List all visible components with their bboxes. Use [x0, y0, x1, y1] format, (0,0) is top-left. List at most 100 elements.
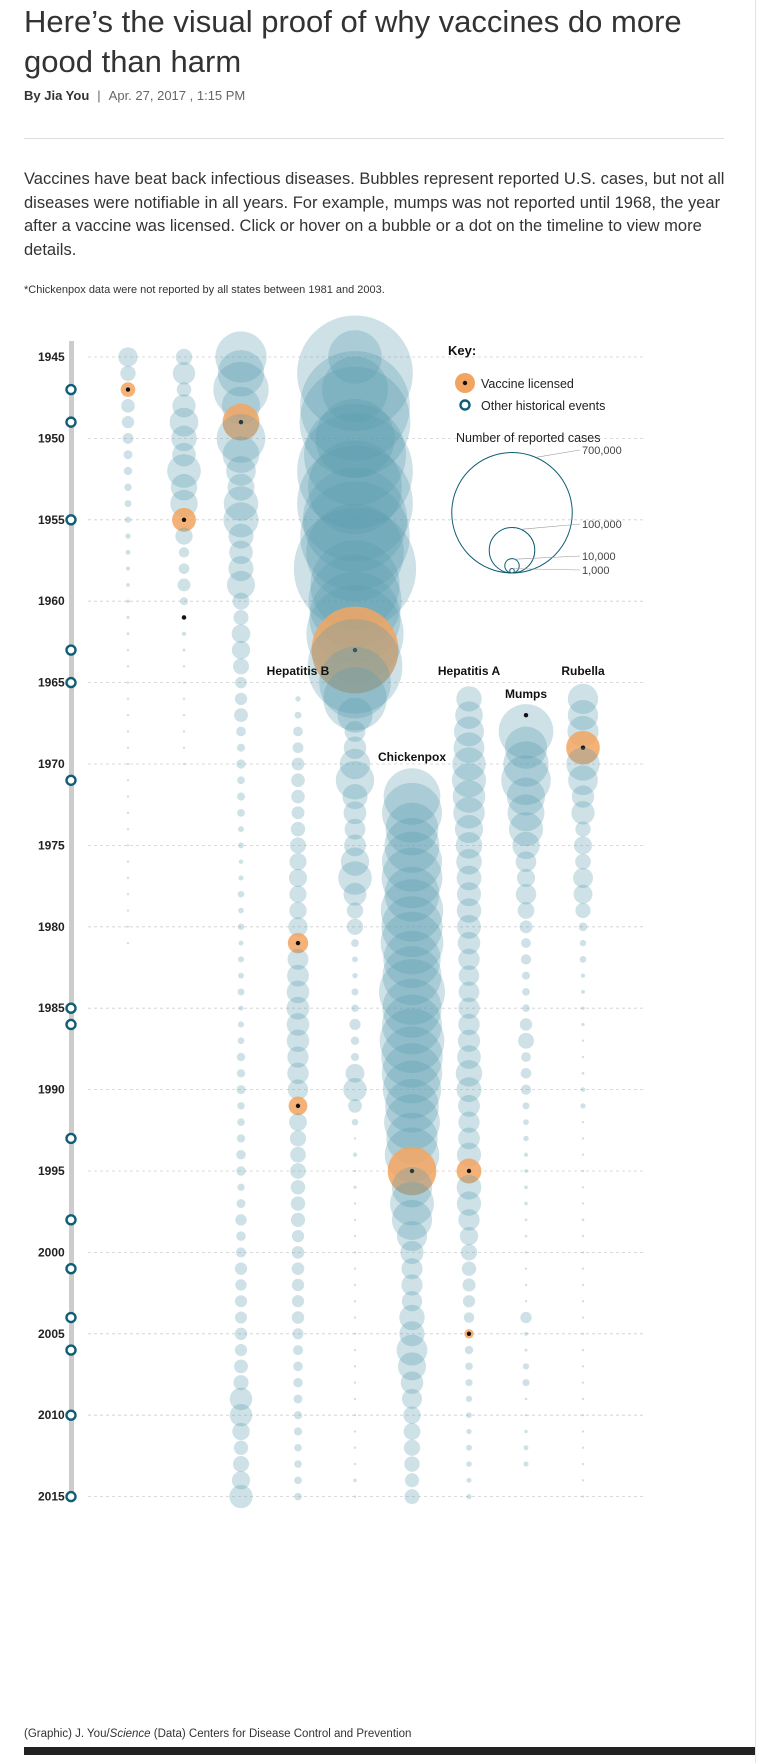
measles-bubble-1983[interactable] [352, 972, 358, 979]
measles-bubble-2010[interactable] [353, 1414, 357, 1417]
rubella-bubble-1988[interactable] [581, 1055, 585, 1059]
pertussis-bubble-1947[interactable] [213, 361, 269, 418]
rubella-bubble-2014[interactable] [581, 1479, 585, 1482]
diphtheria-bubble-1963[interactable] [126, 648, 130, 652]
hepatitis-a-bubble-2012[interactable] [466, 1444, 472, 1451]
measles-bubble-1955[interactable] [302, 467, 408, 572]
rubella-bubble-1989[interactable] [581, 1071, 585, 1075]
pertussis-bubble-2001[interactable] [234, 1262, 248, 1275]
polio-bubble-1950[interactable] [171, 425, 197, 452]
hepatitis-a-bubble-2007[interactable] [465, 1362, 473, 1371]
rubella-bubble-2010[interactable] [581, 1414, 585, 1417]
rubella-bubble-2001[interactable] [581, 1267, 585, 1270]
diphtheria-bubble-1961[interactable] [126, 615, 130, 620]
chickenpox-bubble-2002[interactable] [401, 1274, 423, 1296]
rubella-bubble-1984[interactable] [581, 990, 585, 994]
rubella-bubble-1966[interactable] [567, 683, 599, 715]
rubella-bubble-1978[interactable] [573, 884, 593, 904]
pertussis-bubble-1968[interactable] [236, 726, 246, 737]
pertussis-bubble-2008[interactable] [233, 1375, 249, 1391]
rubella-bubble-1970[interactable] [566, 747, 600, 781]
measles-bubble-1972[interactable] [342, 783, 368, 810]
diphtheria-bubble-1965[interactable] [126, 681, 130, 684]
chickenpox-bubble-1999[interactable] [396, 1221, 428, 1252]
pertussis-bubble-2013[interactable] [232, 1455, 250, 1473]
hepatitis-a-bubble-1999[interactable] [459, 1226, 479, 1246]
pertussis-bubble-2012[interactable] [233, 1440, 249, 1455]
pertussis-bubble-1963[interactable] [231, 640, 251, 660]
pertussis-bubble-1967[interactable] [234, 708, 248, 723]
pertussis-bubble-1973[interactable] [237, 808, 245, 817]
hepatitis-b-bubble-1993[interactable] [289, 1130, 307, 1147]
pertussis-bubble-1999[interactable] [236, 1231, 246, 1241]
hepatitis-b-bubble-1998[interactable] [290, 1212, 306, 1227]
rubella-bubble-1997[interactable] [581, 1202, 585, 1205]
chickenpox-bubble-2001[interactable] [401, 1258, 423, 1280]
measles-bubble-1953[interactable] [308, 440, 402, 535]
hepatitis-a-bubble-2003[interactable] [462, 1295, 476, 1308]
chickenpox-bubble-1979[interactable] [380, 879, 444, 942]
measles-bubble-1969[interactable] [343, 736, 367, 759]
polio-bubble-1968[interactable] [182, 730, 186, 733]
chickenpox-bubble-1982[interactable] [383, 930, 441, 989]
hepatitis-a-bubble-1979[interactable] [456, 898, 482, 923]
polio-bubble-1951[interactable] [172, 442, 196, 467]
hepatitis-b-bubble-1983[interactable] [287, 964, 309, 987]
pertussis-bubble-1946[interactable] [217, 350, 265, 397]
rubella-bubble-2012[interactable] [581, 1446, 585, 1449]
event-marker-2006[interactable] [65, 1344, 77, 1356]
measles-bubble-1956[interactable] [300, 481, 410, 591]
mumps-bubble-2007[interactable] [522, 1363, 530, 1370]
measles-bubble-1945[interactable] [328, 330, 382, 384]
hepatitis-a-bubble-2015[interactable] [466, 1493, 472, 1500]
diphtheria-bubble-1974[interactable] [126, 827, 130, 831]
diphtheria-bubble-1950[interactable] [122, 432, 134, 444]
measles-bubble-1968[interactable] [344, 721, 366, 742]
rubella-bubble-1987[interactable] [581, 1039, 585, 1042]
diphtheria-bubble-1976[interactable] [126, 860, 130, 863]
measles-bubble-1990[interactable] [343, 1077, 367, 1102]
hepatitis-a-bubble-1997[interactable] [456, 1191, 482, 1216]
mumps-bubble-2008[interactable] [522, 1379, 530, 1387]
hepatitis-b-bubble-2008[interactable] [293, 1377, 303, 1388]
chickenpox-bubble-2000[interactable] [400, 1240, 424, 1264]
event-marker-1963[interactable] [65, 644, 77, 656]
polio-bubble-1969[interactable] [182, 746, 186, 749]
chickenpox-bubble-2012[interactable] [403, 1439, 421, 1456]
pertussis-bubble-1959[interactable] [226, 570, 256, 599]
diphtheria-bubble-1971[interactable] [126, 779, 130, 782]
hepatitis-b-bubble-2003[interactable] [291, 1295, 305, 1308]
measles-bubble-1959[interactable] [310, 540, 400, 630]
hepatitis-a-bubble-1984[interactable] [458, 981, 480, 1003]
mumps-bubble-1971[interactable] [501, 755, 551, 806]
mumps-bubble-2006[interactable] [524, 1348, 528, 1352]
measles-bubble-2013[interactable] [353, 1462, 357, 1466]
measles-bubble-2012[interactable] [353, 1446, 357, 1449]
hepatitis-a-bubble-1975[interactable] [455, 832, 483, 859]
chickenpox-bubble-2005[interactable] [399, 1321, 425, 1347]
chickenpox-bubble-1990[interactable] [382, 1060, 442, 1119]
chickenpox-bubble-1973[interactable] [382, 782, 442, 843]
pertussis-bubble-2005[interactable] [234, 1327, 248, 1341]
chickenpox-bubble-1988[interactable] [381, 1026, 443, 1088]
mumps-bubble-1986[interactable] [519, 1018, 533, 1031]
measles-bubble-1994[interactable] [352, 1152, 358, 1157]
diphtheria-bubble-1945[interactable] [118, 347, 138, 367]
hepatitis-b-bubble-1970[interactable] [291, 757, 305, 771]
chickenpox-bubble-2009[interactable] [401, 1388, 423, 1409]
mumps-bubble-1968[interactable] [498, 704, 554, 759]
chickenpox-bubble-1975[interactable] [384, 817, 440, 873]
measles-bubble-2003[interactable] [353, 1300, 357, 1303]
rubella-bubble-1981[interactable] [579, 939, 587, 947]
hepatitis-a-bubble-1983[interactable] [458, 965, 480, 986]
hepatitis-a-bubble-2013[interactable] [466, 1461, 472, 1467]
diphtheria-bubble-1977[interactable] [126, 876, 130, 880]
measles-bubble-1950[interactable] [315, 398, 395, 478]
mumps-bubble-1992[interactable] [523, 1119, 529, 1126]
measles-bubble-2009[interactable] [353, 1397, 357, 1401]
mumps-bubble-1994[interactable] [523, 1152, 529, 1157]
hepatitis-b-bubble-1984[interactable] [286, 980, 310, 1004]
diphtheria-bubble-1962[interactable] [126, 632, 130, 636]
pertussis-bubble-1993[interactable] [236, 1134, 246, 1143]
measles-bubble-1980[interactable] [346, 918, 364, 935]
